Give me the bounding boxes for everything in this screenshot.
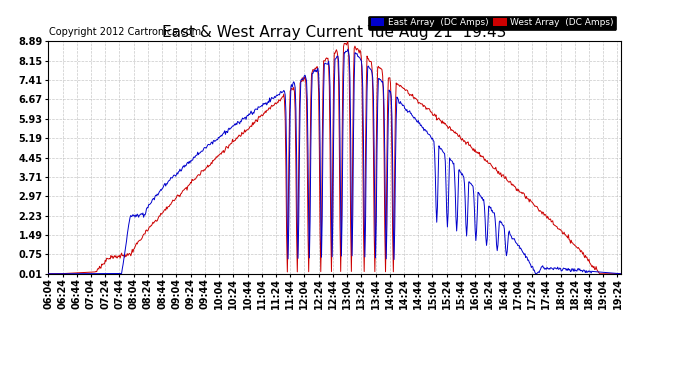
- Title: East & West Array Current Tue Aug 21  19:43: East & West Array Current Tue Aug 21 19:…: [162, 25, 507, 40]
- Text: Copyright 2012 Cartronics.com: Copyright 2012 Cartronics.com: [49, 27, 201, 37]
- Legend: East Array  (DC Amps), West Array  (DC Amps): East Array (DC Amps), West Array (DC Amp…: [368, 15, 616, 30]
